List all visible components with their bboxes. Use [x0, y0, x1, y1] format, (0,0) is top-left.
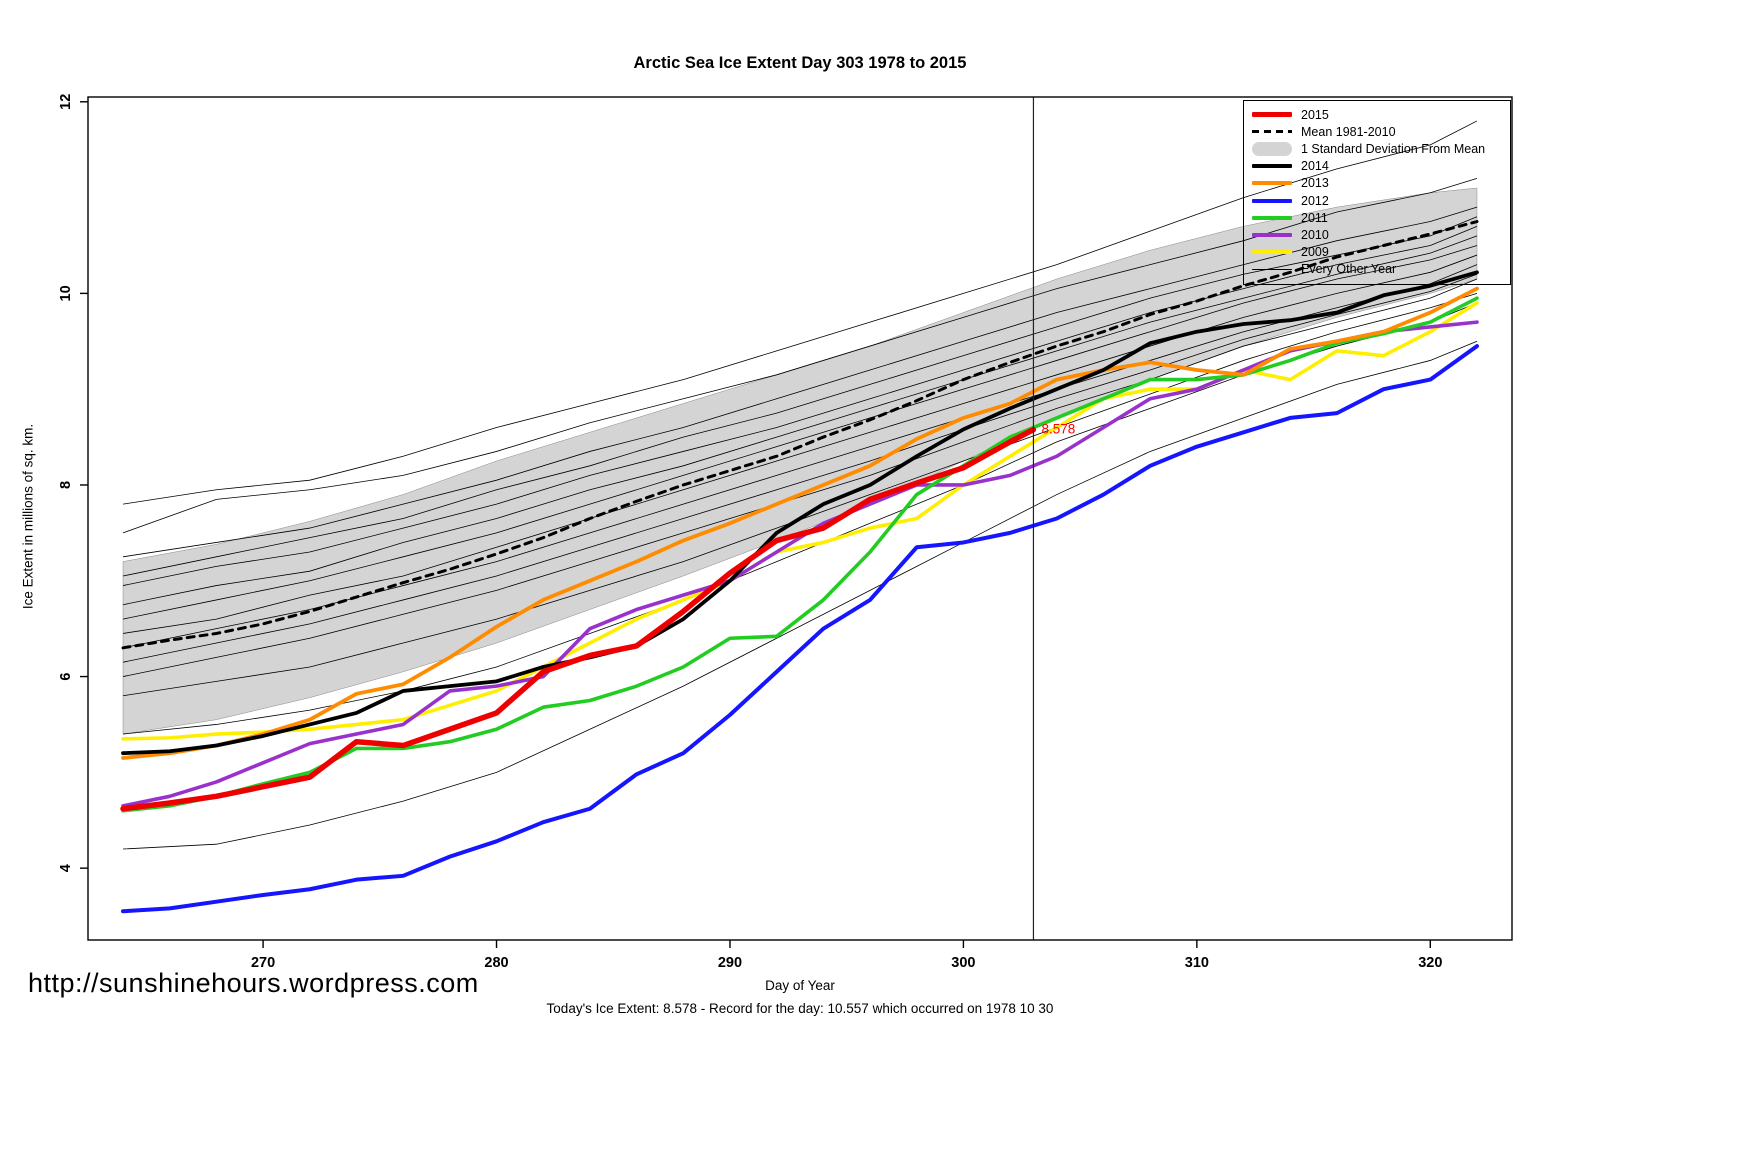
legend-swatch	[1252, 198, 1292, 203]
other-year-line-13	[122, 340, 1478, 850]
other-year-line-9	[122, 273, 1478, 663]
legend-label: 2014	[1301, 159, 1329, 174]
legend-item-mean-1981-2010: Mean 1981-2010	[1252, 123, 1502, 140]
legend-item-2013: 2013	[1252, 175, 1502, 192]
legend-swatch	[1252, 215, 1292, 220]
ice-extent-annotation: 8.578	[1041, 422, 1075, 437]
x-tick-label: 290	[718, 955, 742, 971]
legend-label: 2013	[1301, 176, 1329, 191]
legend-item-every-other-year: Every Other Year	[1252, 261, 1502, 278]
y-tick-label: 12	[58, 94, 74, 110]
other-year-line-1	[122, 178, 1478, 534]
series-line-2010	[121, 320, 1479, 808]
legend-label: 2015	[1301, 107, 1329, 122]
legend-item-2009: 2009	[1252, 244, 1502, 261]
y-tick-label: 6	[58, 673, 74, 681]
legend-swatch	[1252, 268, 1292, 270]
series-line-2012	[121, 344, 1479, 914]
legend-item-1-standard-deviation-from-mean: 1 Standard Deviation From Mean	[1252, 140, 1502, 157]
legend-item-2010: 2010	[1252, 226, 1502, 243]
legend-label: 2009	[1301, 245, 1329, 260]
x-tick-label: 320	[1418, 955, 1442, 971]
x-tick-label: 280	[484, 955, 508, 971]
footer-status-line: Today's Ice Extent: 8.578 - Record for t…	[546, 1001, 1054, 1016]
other-year-line-5	[122, 235, 1478, 606]
other-year-line-3	[122, 216, 1478, 577]
legend-label: 2012	[1301, 193, 1329, 208]
chart-title: Arctic Sea Ice Extent Day 303 1978 to 20…	[633, 54, 967, 72]
legend-label: Every Other Year	[1301, 262, 1397, 277]
series-line-2013	[121, 286, 1479, 760]
x-axis-label: Day of Year	[765, 978, 835, 993]
legend-label: 2010	[1301, 227, 1329, 242]
legend-swatch	[1252, 164, 1292, 169]
legend-item-2014: 2014	[1252, 158, 1502, 175]
x-tick-label: 300	[951, 955, 975, 971]
legend-swatch	[1252, 112, 1292, 118]
legend-item-2015: 2015	[1252, 106, 1502, 123]
other-year-line-10	[122, 278, 1478, 677]
plot-border	[87, 96, 1513, 941]
other-year-line-7	[122, 254, 1478, 634]
legend-label: 2011	[1301, 210, 1328, 225]
other-year-line-6	[122, 245, 1478, 620]
legend-label: Mean 1981-2010	[1301, 124, 1396, 139]
legend-swatch	[1252, 250, 1292, 255]
y-tick-label: 4	[58, 864, 74, 872]
legend-swatch	[1252, 232, 1292, 237]
series-line-2014	[121, 270, 1479, 756]
legend-swatch	[1252, 141, 1292, 156]
legend-item-2011: 2011	[1252, 209, 1502, 226]
x-tick-label: 270	[251, 955, 275, 971]
legend-swatch	[1252, 130, 1292, 134]
y-tick-label: 8	[58, 481, 74, 489]
y-axis-label: Ice Extent in millions of sq. km.	[20, 423, 36, 610]
series-line-2015	[120, 426, 1037, 812]
y-tick-label: 10	[58, 285, 74, 301]
other-year-line-11	[122, 292, 1478, 697]
x-tick-label: 310	[1185, 955, 1209, 971]
legend: 2015 Mean 1981-2010 1 Standard Deviation F…	[1243, 100, 1511, 285]
series-line-mean-1981-2010	[121, 220, 1479, 650]
legend-label: 1 Standard Deviation From Mean	[1301, 141, 1486, 156]
legend-swatch	[1252, 181, 1292, 186]
legend-item-2012: 2012	[1252, 192, 1502, 209]
other-year-line-4	[122, 225, 1478, 586]
footer-url: http://sunshinehours.wordpress.com	[28, 968, 479, 998]
